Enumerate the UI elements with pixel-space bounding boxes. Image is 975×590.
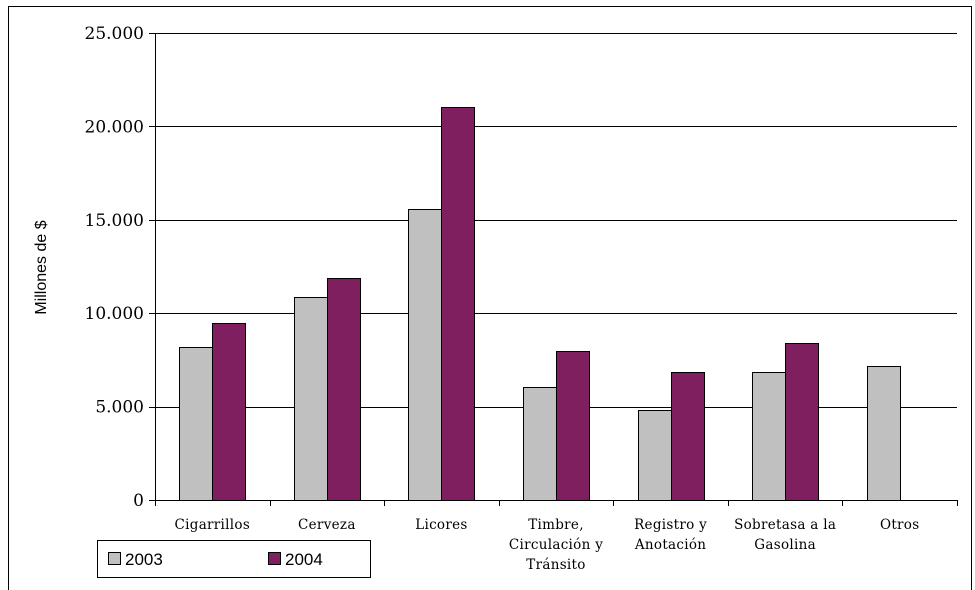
bar-2003-2 [408, 209, 442, 501]
bar-2003-0 [179, 347, 213, 501]
y-tick-label: 20.000 [85, 117, 144, 137]
axes [149, 33, 958, 506]
bar-2004-1 [327, 278, 361, 501]
y-tick-label: 0 [133, 491, 144, 511]
x-tick-labels: Cigarrillos Cerveza Licores Timbre, Circulac… [175, 517, 920, 573]
x-tick-label: Cigarrillos [175, 517, 251, 533]
bar-2003-6 [867, 366, 901, 501]
x-tick-label: Timbre, Circulación y Tránsito [509, 517, 603, 573]
bar-2004-3 [556, 351, 590, 501]
bar-2004-5 [785, 343, 819, 501]
bars [179, 107, 901, 501]
bar-2003-4 [638, 410, 672, 501]
y-tick-label: 10.000 [85, 304, 144, 324]
x-tick-label: Registro y Anotación [634, 517, 707, 553]
y-tick-label: 25.000 [85, 24, 144, 44]
x-tick-label: Cerveza [298, 517, 356, 533]
bar-2003-1 [294, 297, 328, 501]
gridlines [155, 33, 957, 408]
legend: 2003 2004 [97, 540, 371, 578]
x-tick-label: Otros [880, 517, 920, 533]
x-tick-label: Sobretasa a la Gasolina [734, 517, 836, 553]
bar-2003-3 [523, 387, 557, 501]
x-tick-label: Licores [415, 517, 467, 533]
chart-frame [8, 6, 972, 590]
bar-2004-4 [671, 372, 705, 501]
y-tick-labels: 0 5.000 10.000 15.000 20.000 25.000 [85, 24, 144, 511]
legend-swatch-2003 [108, 552, 121, 565]
legend-label-2003: 2003 [125, 550, 163, 569]
legend-box [97, 540, 371, 578]
bar-2004-2 [441, 107, 475, 501]
y-axis-label: Millones de $ [33, 220, 50, 314]
legend-swatch-2004 [268, 552, 281, 565]
y-tick-label: 15.000 [85, 211, 144, 231]
y-tick-label: 5.000 [95, 398, 144, 418]
legend-label-2004: 2004 [285, 550, 323, 569]
bar-2004-0 [212, 323, 246, 501]
bar-2003-5 [752, 372, 786, 501]
